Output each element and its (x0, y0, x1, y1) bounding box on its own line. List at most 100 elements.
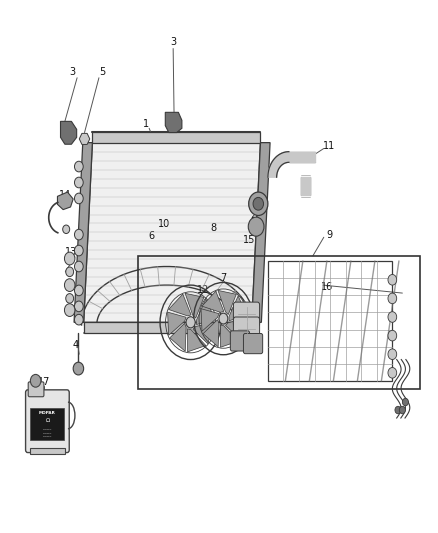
Polygon shape (268, 175, 277, 177)
Polygon shape (201, 309, 219, 331)
Polygon shape (220, 325, 238, 348)
Polygon shape (229, 296, 247, 321)
Polygon shape (202, 291, 224, 312)
Text: 16: 16 (321, 282, 333, 292)
Text: ─────: ───── (43, 435, 52, 439)
Text: 8: 8 (210, 223, 216, 233)
Polygon shape (270, 163, 279, 170)
Text: ─────: ───── (43, 427, 52, 432)
Polygon shape (280, 153, 285, 164)
Polygon shape (268, 169, 277, 174)
Polygon shape (197, 299, 215, 325)
Circle shape (219, 313, 228, 324)
Polygon shape (275, 157, 281, 166)
Polygon shape (272, 160, 280, 168)
Polygon shape (169, 294, 191, 316)
Circle shape (66, 267, 74, 277)
Circle shape (73, 362, 84, 375)
Circle shape (388, 293, 397, 304)
Text: 3: 3 (70, 68, 76, 77)
Circle shape (74, 161, 83, 172)
Polygon shape (81, 266, 252, 325)
Circle shape (74, 261, 83, 272)
Circle shape (74, 193, 83, 204)
Text: 15: 15 (243, 235, 255, 245)
Text: 2: 2 (250, 211, 256, 221)
Text: 13: 13 (65, 247, 78, 257)
Text: 1: 1 (143, 119, 149, 129)
Circle shape (249, 192, 268, 215)
Circle shape (64, 304, 75, 317)
Text: 5: 5 (99, 68, 105, 77)
Circle shape (253, 197, 264, 210)
Circle shape (74, 245, 83, 256)
Polygon shape (286, 152, 288, 163)
Circle shape (403, 398, 409, 406)
Polygon shape (203, 320, 219, 347)
Text: 12: 12 (197, 285, 209, 295)
Polygon shape (226, 319, 247, 340)
FancyBboxPatch shape (233, 302, 260, 327)
Circle shape (74, 301, 83, 312)
Polygon shape (168, 312, 186, 335)
Polygon shape (74, 143, 92, 322)
FancyBboxPatch shape (233, 317, 260, 342)
Circle shape (388, 368, 397, 378)
Text: Ω: Ω (46, 418, 49, 423)
Polygon shape (269, 167, 278, 172)
Text: 4: 4 (73, 340, 79, 350)
FancyBboxPatch shape (25, 390, 69, 453)
Circle shape (248, 217, 264, 236)
Polygon shape (252, 143, 270, 322)
Polygon shape (84, 322, 252, 333)
Polygon shape (218, 290, 236, 314)
FancyBboxPatch shape (244, 334, 263, 354)
Text: 17: 17 (38, 377, 50, 387)
Polygon shape (92, 132, 261, 143)
Text: MOPAR: MOPAR (39, 411, 56, 415)
Circle shape (74, 177, 83, 188)
Polygon shape (301, 177, 310, 195)
Circle shape (30, 374, 41, 387)
Circle shape (388, 330, 397, 341)
Text: 14: 14 (59, 190, 71, 200)
Polygon shape (270, 165, 278, 171)
Circle shape (74, 285, 83, 296)
Polygon shape (187, 329, 206, 352)
Polygon shape (185, 293, 204, 318)
Text: 11: 11 (323, 141, 335, 151)
Text: 10: 10 (158, 219, 170, 229)
Polygon shape (289, 152, 315, 163)
Polygon shape (282, 152, 286, 163)
Polygon shape (170, 324, 186, 351)
Polygon shape (57, 192, 73, 209)
Bar (29, 448, 65, 454)
Polygon shape (79, 133, 90, 144)
Polygon shape (165, 112, 182, 133)
Circle shape (66, 294, 74, 303)
Polygon shape (277, 155, 283, 165)
Circle shape (64, 279, 75, 292)
Circle shape (388, 274, 397, 285)
Circle shape (399, 406, 406, 414)
Polygon shape (273, 158, 281, 167)
Text: 9: 9 (326, 230, 332, 240)
Polygon shape (279, 154, 284, 164)
Polygon shape (268, 171, 277, 175)
Polygon shape (60, 122, 77, 144)
Circle shape (395, 406, 401, 414)
Circle shape (64, 252, 75, 265)
Circle shape (63, 225, 70, 233)
Polygon shape (284, 152, 287, 163)
Text: 7: 7 (220, 273, 226, 283)
Text: 3: 3 (170, 37, 176, 47)
Text: ─────: ───── (43, 432, 52, 436)
Circle shape (388, 312, 397, 322)
Circle shape (388, 349, 397, 360)
Polygon shape (287, 152, 289, 163)
Polygon shape (268, 173, 277, 176)
FancyBboxPatch shape (230, 331, 250, 351)
Bar (30, 408, 64, 440)
Polygon shape (193, 322, 215, 344)
Circle shape (74, 229, 83, 240)
